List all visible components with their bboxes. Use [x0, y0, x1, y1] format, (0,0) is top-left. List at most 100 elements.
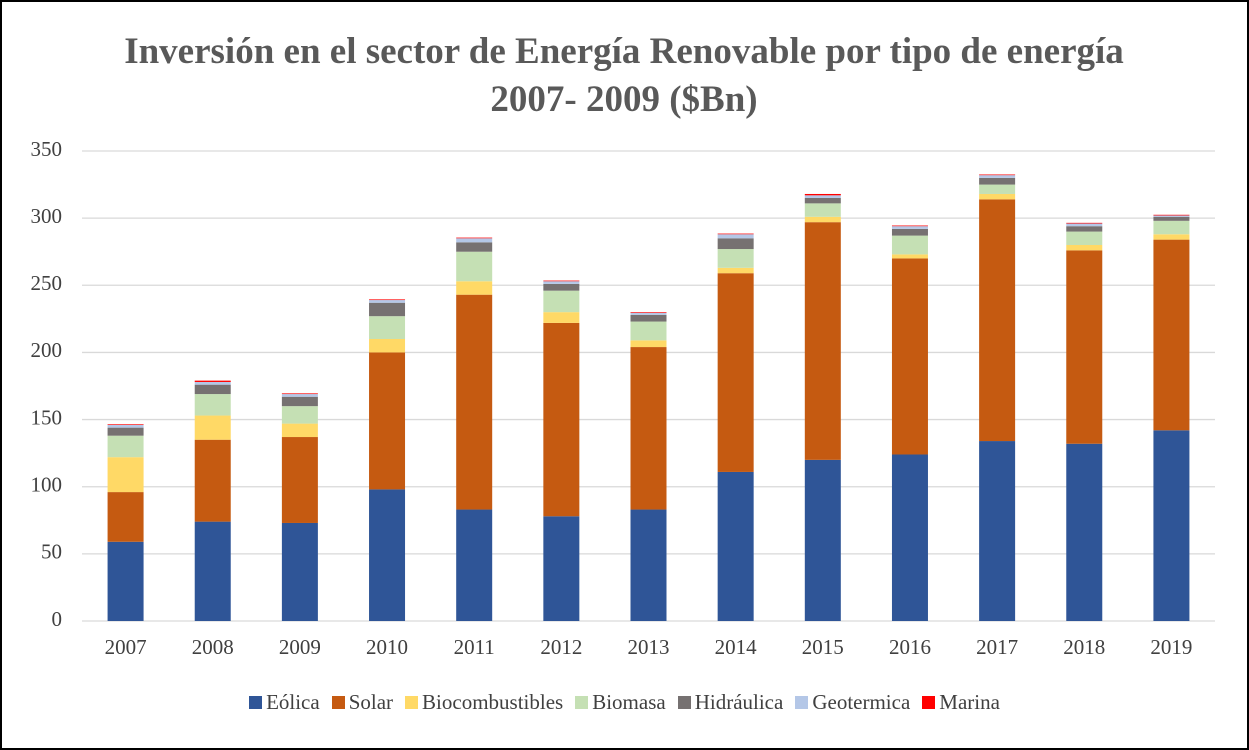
bar-segment	[630, 314, 667, 322]
y-tick-label: 300	[31, 204, 63, 228]
x-tick-label: 2011	[454, 635, 495, 659]
legend-item: Eólica	[249, 690, 320, 715]
bar-segment	[979, 441, 1016, 621]
y-tick-label: 250	[31, 271, 63, 295]
bar-segment	[369, 352, 406, 490]
bar-segment	[456, 509, 493, 621]
bar-segment	[107, 424, 144, 428]
bar-segment	[717, 249, 754, 268]
bar-segment	[543, 516, 580, 621]
bar-segment	[281, 406, 318, 424]
legend-item: Biocombustibles	[405, 690, 563, 715]
bar-segment	[891, 225, 928, 227]
bar-segment	[369, 302, 406, 317]
bar-segment	[456, 238, 493, 243]
y-tick-label: 200	[31, 338, 63, 362]
bar-segment	[107, 427, 144, 436]
x-tick-label: 2012	[540, 635, 582, 659]
bar-segment	[543, 281, 580, 284]
bar-segment	[369, 339, 406, 353]
x-tick-label: 2010	[366, 635, 408, 659]
bar-segment	[979, 199, 1016, 442]
bar-segment	[194, 394, 231, 416]
bar-segment	[891, 235, 928, 255]
legend-label: Marina	[939, 690, 1000, 714]
bar-segment	[891, 258, 928, 455]
bar-segment	[1153, 216, 1190, 221]
bar-segment	[543, 283, 580, 291]
x-tick-label: 2014	[715, 635, 758, 659]
x-tick-label: 2009	[279, 635, 321, 659]
bar-segment	[979, 177, 1016, 185]
bar-segment	[717, 273, 754, 472]
bar-segment	[804, 459, 841, 621]
bar-segment	[456, 294, 493, 510]
x-tick-label: 2015	[802, 635, 844, 659]
y-tick-label: 150	[31, 405, 63, 429]
bar-segment	[194, 381, 231, 385]
bar-segment	[979, 174, 1016, 176]
bar-segment	[1153, 239, 1190, 431]
y-tick-label: 0	[52, 607, 63, 631]
legend-label: Biocombustibles	[422, 690, 564, 714]
bar-segment	[1066, 231, 1103, 245]
bar-segment	[630, 321, 667, 341]
bar-segment	[281, 522, 318, 621]
bar-segment	[194, 384, 231, 395]
bar-segment	[281, 394, 318, 397]
bar-segment	[1066, 250, 1103, 444]
bar-segment	[281, 396, 318, 407]
legend-item: Geotermica	[795, 690, 910, 715]
legend-swatch	[677, 696, 691, 709]
bar-segment	[804, 222, 841, 460]
bar-segment	[1066, 226, 1103, 232]
bar-segment	[1153, 430, 1190, 621]
bar-segment	[369, 316, 406, 339]
y-tick-label: 50	[41, 540, 62, 564]
y-tick-label: 100	[31, 473, 63, 497]
bar-segment	[107, 435, 144, 458]
bar-segment	[369, 300, 406, 303]
bar-segment	[543, 312, 580, 323]
bar-segment	[281, 393, 318, 395]
legend-swatch	[331, 696, 345, 709]
x-tick-label: 2016	[889, 635, 931, 659]
bar-segment	[630, 509, 667, 621]
legend-item: Marina	[922, 690, 1000, 715]
bar-segment	[1066, 223, 1103, 227]
legend-label: Solar	[348, 690, 394, 714]
bar-segment	[891, 226, 928, 229]
bar-segment	[456, 242, 493, 252]
bar-segment	[456, 237, 493, 239]
bar-segment	[1153, 234, 1190, 240]
legend-swatch	[795, 696, 809, 709]
bar-segment	[1066, 245, 1103, 251]
bar-segment	[281, 423, 318, 438]
bar-segment	[804, 195, 841, 198]
bar-segment	[891, 454, 928, 621]
legend-label: Geotermica	[812, 690, 911, 714]
bar-segment	[543, 280, 580, 282]
legend-label: Hidráulica	[694, 690, 784, 714]
x-tick-label: 2008	[192, 635, 234, 659]
chart-title: Inversión en el sector de Energía Renova…	[124, 31, 1124, 120]
legend-swatch	[405, 696, 419, 709]
bar-segment	[717, 234, 754, 239]
bar-segment	[717, 267, 754, 274]
x-tick-label: 2017	[976, 635, 1018, 659]
x-tick-label: 2019	[1150, 635, 1192, 659]
bar-segment	[1066, 222, 1103, 224]
bar-segment	[804, 203, 841, 217]
bar-segment	[717, 238, 754, 250]
legend-item: Biomasa	[575, 690, 666, 715]
bar-segment	[456, 281, 493, 295]
legend-label: Eólica	[266, 690, 320, 714]
legend-swatch	[575, 696, 589, 709]
legend-item: Hidráulica	[677, 690, 784, 715]
bar-segment	[456, 251, 493, 282]
bar-segment	[630, 347, 667, 510]
bar-segment	[1153, 214, 1190, 216]
bar-segment	[543, 322, 580, 517]
bar-segment	[717, 233, 754, 235]
bar-segment	[717, 471, 754, 621]
